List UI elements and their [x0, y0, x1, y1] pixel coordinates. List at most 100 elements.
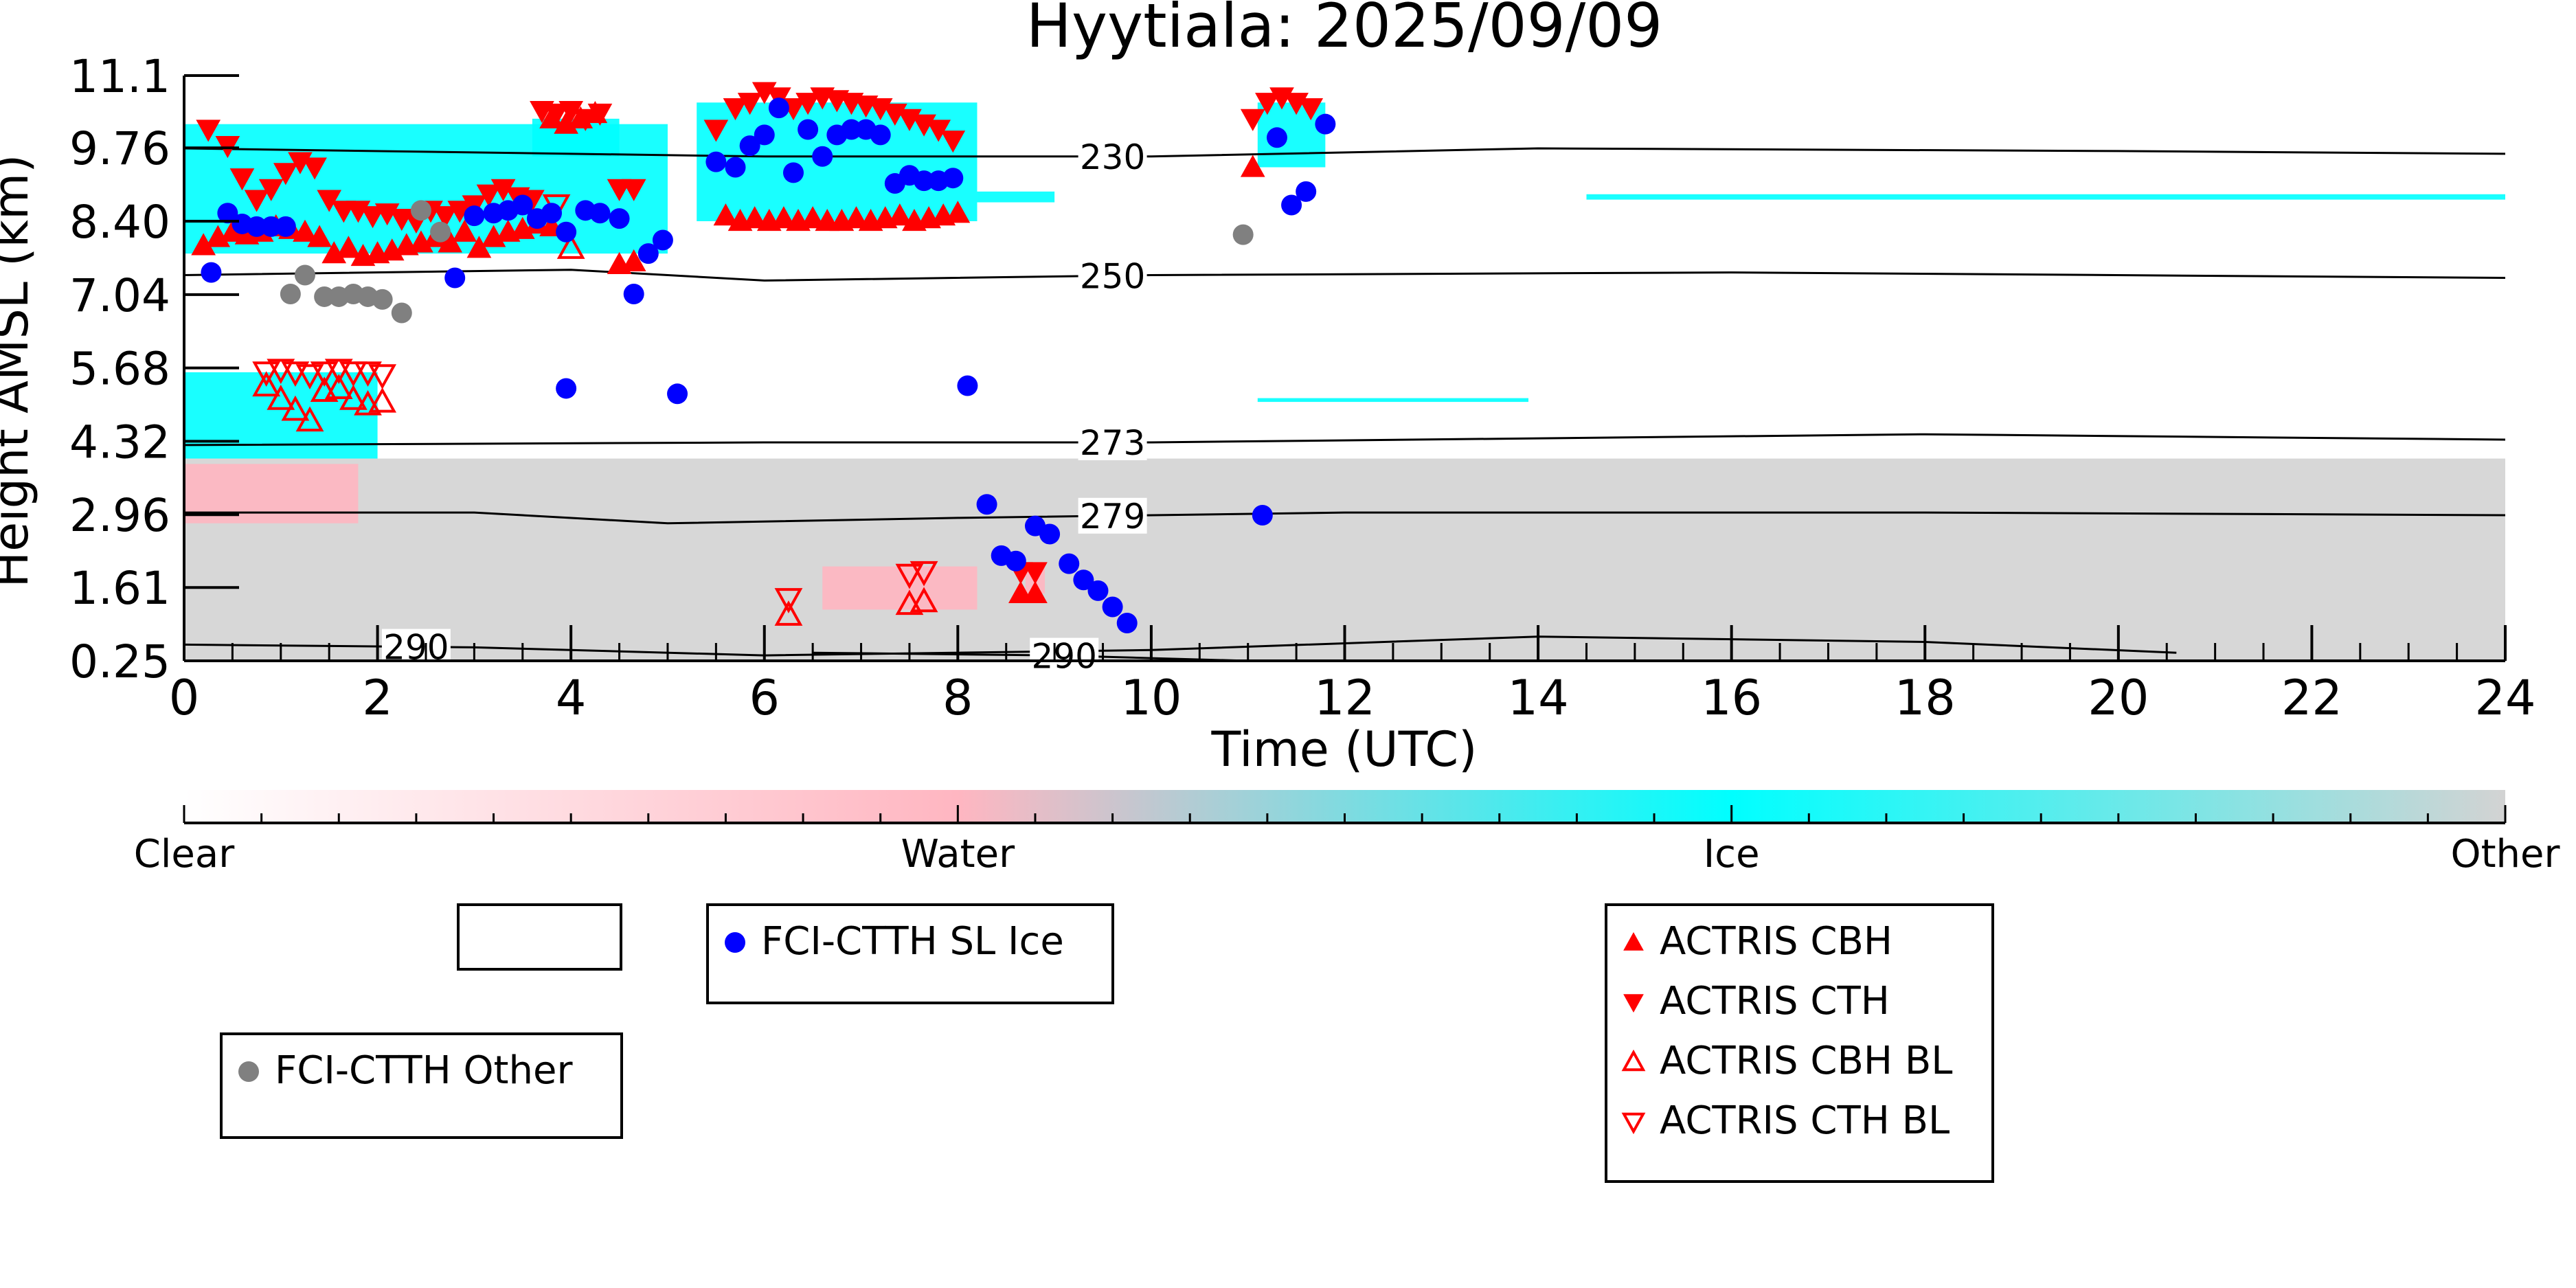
actris-cth-point [1023, 562, 1048, 585]
isotherm-label: 250 [1080, 256, 1145, 296]
fci-ctth-sl-ice-point [976, 494, 997, 515]
actris-cth-point [1255, 93, 1280, 115]
fci-ctth-sl-ice-point [1087, 580, 1109, 601]
y-tick-label: 4.32 [69, 416, 170, 468]
fci-ctth-sl-ice-point [754, 124, 775, 146]
fci-ctth-sl-ice-point [1296, 181, 1317, 202]
fci-ctth-sl-ice-point [1315, 113, 1336, 135]
actris-cth-point [258, 179, 284, 201]
fci-ctth-sl-ice-point [1059, 553, 1080, 574]
fci-ctth-sl-ice-point [541, 203, 563, 224]
y-tick-label: 11.1 [69, 50, 170, 103]
actris-cbh-point [888, 203, 912, 226]
fci-ctth-sl-ice-point [957, 375, 978, 396]
y-tick-label: 0.25 [69, 635, 170, 688]
fci-ctth-sl-ice-point [201, 262, 222, 283]
x-tick-label: 8 [942, 670, 973, 726]
legend-label: ACTRIS CBH BL [1660, 1039, 1952, 1083]
marker-layer [191, 82, 1336, 634]
actris-cth-point [229, 168, 255, 191]
fci-ctth-sl-ice-point [667, 383, 688, 405]
actris-cth-point [544, 103, 569, 126]
axes: 0 2 4 6 8 10 12 14 16 18 20 22 240.251.612.964.325.6… [69, 50, 2535, 726]
fci-ctth-sl-ice-point [705, 151, 727, 172]
isotherm-label-bg [1078, 258, 1147, 294]
legend-box [220, 1032, 623, 1139]
actris-cth-bl-point [368, 364, 397, 389]
legend-marker [1621, 1049, 1646, 1072]
legend-label: FCI-CTTH Other [275, 1048, 573, 1093]
fci-ctth-other-point [410, 200, 431, 221]
x-tick-label: 22 [2281, 670, 2342, 726]
x-tick-label: 10 [1120, 670, 1182, 726]
actris-cbh-bl-point [909, 587, 938, 613]
x-tick-label: 16 [1701, 670, 1762, 726]
actris-cbh-bl-point [267, 385, 295, 410]
colorbar-label: Clear [134, 832, 235, 877]
actris-cbh-bl-point [774, 600, 803, 626]
fci-ctth-other-point [1232, 224, 1254, 245]
colorbar: Clear Water Ice Other [134, 790, 2560, 877]
actris-cth-bl-point [909, 561, 938, 587]
fci-ctth-sl-ice-point [556, 378, 577, 399]
actris-cbh-point [1023, 580, 1048, 603]
isotherm-line [183, 269, 2506, 282]
isotherm-line [184, 511, 2506, 525]
fci-ctth-sl-ice-point [246, 216, 267, 237]
fci-ctth-other-point [372, 289, 393, 310]
fci-ctth-sl-ice-point [798, 119, 819, 140]
fci-ctth-sl-ice-point [812, 146, 833, 167]
fci-ctth-sl-ice-point [942, 168, 964, 189]
actris-cth-point [360, 206, 385, 229]
actris-cth-point [940, 131, 966, 153]
y-axis-label: Height AMSL (km) [0, 155, 39, 588]
fci-ctth-sl-ice-point [1116, 613, 1138, 634]
x-tick-label: 14 [1508, 670, 1569, 726]
isotherm-line [183, 433, 2506, 447]
legend-box [706, 903, 1114, 1004]
actris-cth-point [573, 109, 598, 131]
legend-marker [1621, 1112, 1646, 1135]
legend-marker [725, 932, 745, 953]
isotherm-label: 230 [1080, 137, 1145, 177]
fci-ctth-sl-ice-point [768, 98, 789, 119]
fci-ctth-sl-ice-point [1252, 504, 1273, 526]
fci-ctth-sl-ice-point [260, 216, 282, 237]
x-tick-label: 4 [556, 670, 587, 726]
region-ice-cyan [1586, 194, 2505, 200]
actris-cth-bl-point [339, 361, 368, 387]
actris-cbh-point [452, 219, 477, 242]
y-tick-label: 1.61 [69, 562, 170, 615]
actris-cth-bl-point [895, 563, 924, 589]
region-ice-cyan [1257, 398, 1529, 403]
legend-box [1605, 903, 1994, 1183]
fci-ctth-sl-ice-point [1039, 523, 1061, 545]
actris-cth-point [723, 98, 748, 121]
x-tick-label: 24 [2474, 670, 2535, 726]
actris-cth-point [244, 190, 269, 212]
isotherm-line [183, 147, 2506, 158]
legend-marker [1623, 994, 1644, 1013]
actris-cth-bl-point [774, 588, 803, 613]
actris-cth-point [273, 163, 298, 185]
actris-cth-point [433, 206, 457, 229]
y-tick-label: 8.40 [69, 196, 170, 249]
actris-cth-bl-point [295, 364, 324, 389]
legend-marker [1623, 931, 1644, 951]
fci-ctth-sl-ice-point [275, 216, 296, 237]
actris-cth-point [302, 157, 327, 180]
actris-cth-point [621, 179, 646, 201]
x-tick-label: 12 [1314, 670, 1375, 726]
actris-cth-point [476, 184, 501, 207]
x-tick-label: 0 [169, 670, 200, 726]
actris-cbh-point [742, 206, 767, 229]
isotherm-label: 290 [1031, 637, 1096, 677]
region-water-pink [822, 566, 978, 610]
colorbar-label: Other [2450, 832, 2560, 877]
fci-ctth-sl-ice-point [589, 203, 611, 224]
y-tick-label: 5.68 [69, 343, 170, 396]
isotherm-label: 279 [1080, 497, 1145, 536]
actris-cth-bl-point [252, 361, 281, 387]
fci-ctth-sl-ice-point [652, 229, 673, 251]
fci-ctth-sl-ice-point [1281, 194, 1302, 216]
